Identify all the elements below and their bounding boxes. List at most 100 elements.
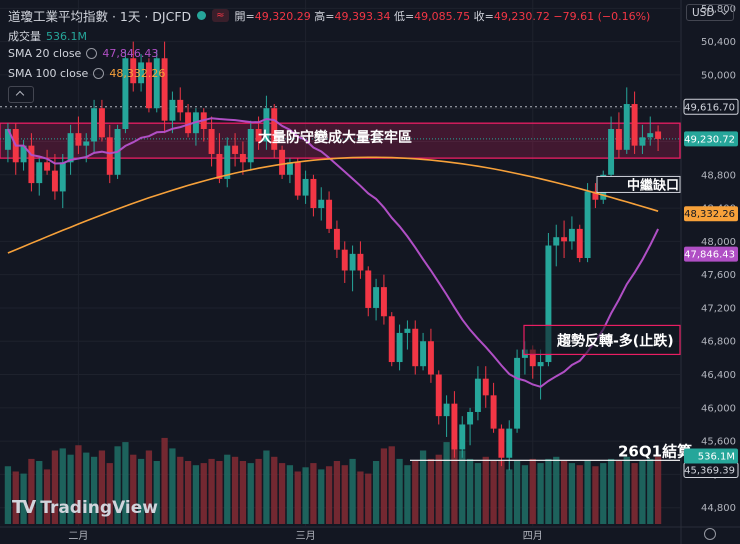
volume-bar bbox=[545, 458, 552, 524]
close-value: 49,230.72 bbox=[493, 9, 550, 23]
candle-body bbox=[373, 287, 380, 308]
candle-body bbox=[138, 62, 145, 84]
candle-body bbox=[498, 428, 505, 458]
x-tick-label: 四月 bbox=[523, 530, 543, 542]
candle-body bbox=[67, 133, 74, 163]
candle-body bbox=[506, 428, 513, 458]
candle-body bbox=[615, 129, 622, 150]
volume-bar bbox=[67, 454, 74, 524]
candle-body bbox=[130, 58, 137, 84]
candle-body bbox=[396, 332, 403, 363]
change-value: −79.61 (−0.16%) bbox=[553, 9, 651, 23]
volume-bar bbox=[365, 473, 372, 524]
y-tick-label: 46,800 bbox=[701, 337, 736, 348]
price-tag bbox=[684, 131, 738, 147]
candle-body bbox=[435, 374, 442, 417]
volume-bar bbox=[200, 463, 207, 524]
settings-icon[interactable] bbox=[704, 528, 716, 540]
volume-bar bbox=[263, 450, 270, 524]
volume-bar bbox=[560, 461, 568, 524]
symbol-title[interactable]: 道瓊工業平均指數 · 1天 · DJCFD bbox=[8, 9, 192, 24]
volume-bar bbox=[584, 461, 591, 524]
legend-sma100[interactable]: SMA 100 close 48,332.26 bbox=[8, 67, 165, 80]
candle-body bbox=[20, 145, 27, 163]
volume-bar bbox=[106, 463, 113, 524]
candle-body bbox=[145, 62, 152, 109]
volume-bar bbox=[192, 465, 200, 524]
candle-body bbox=[459, 424, 466, 450]
volume-bar bbox=[443, 442, 450, 524]
candle-body bbox=[553, 237, 560, 246]
refresh-icon[interactable] bbox=[93, 68, 105, 79]
currency-select[interactable]: USD bbox=[686, 4, 734, 21]
refresh-icon[interactable] bbox=[86, 48, 98, 59]
volume-bar bbox=[600, 463, 607, 524]
y-tick-label: 47,600 bbox=[701, 270, 736, 281]
gap-annotation: 中繼缺口 bbox=[627, 177, 679, 193]
chart-header: 道瓊工業平均指數 · 1天 · DJCFD ≈ 開=49,320.29 高=49… bbox=[8, 6, 650, 25]
sma20-value: 47,846.43 bbox=[102, 47, 159, 60]
candle-body bbox=[427, 341, 434, 375]
candle-body bbox=[529, 349, 536, 367]
volume-bar bbox=[145, 450, 153, 524]
volume-bar bbox=[98, 450, 106, 524]
volume-bar bbox=[177, 456, 184, 524]
price-tag-label: 49,230.72 bbox=[684, 134, 735, 145]
volume-bar bbox=[396, 458, 403, 524]
volume-bar bbox=[231, 456, 239, 524]
volume-bar bbox=[239, 461, 247, 524]
price-tag bbox=[684, 246, 738, 262]
volume-bar bbox=[506, 469, 513, 524]
tv-logo-icon: TV bbox=[12, 497, 36, 518]
legend-volume[interactable]: 成交量 536.1M bbox=[8, 28, 87, 44]
candles bbox=[4, 41, 662, 471]
volume-label: 成交量 bbox=[8, 30, 41, 43]
candle-body bbox=[545, 245, 552, 363]
candle-body bbox=[412, 328, 419, 367]
low-value: 49,085.75 bbox=[414, 9, 471, 23]
collapse-legend-button[interactable] bbox=[8, 86, 34, 103]
candle-body bbox=[224, 145, 231, 179]
candle-body bbox=[91, 108, 98, 142]
candle-body bbox=[185, 112, 192, 134]
volume-bar bbox=[28, 458, 35, 524]
volume-bar bbox=[20, 473, 27, 524]
volume-bar bbox=[271, 456, 278, 524]
volume-bar bbox=[184, 461, 192, 524]
volume-bar bbox=[631, 463, 638, 524]
sma100-value: 48,332.26 bbox=[109, 67, 166, 80]
candle-body bbox=[4, 129, 11, 150]
y-tick-label: 50,000 bbox=[701, 70, 736, 81]
volume-bar bbox=[380, 448, 388, 524]
sma100-line bbox=[7, 156, 659, 254]
candle-body bbox=[592, 191, 599, 200]
candle-body bbox=[161, 58, 168, 121]
volume-bar bbox=[474, 463, 482, 524]
price-tag bbox=[684, 206, 738, 222]
candle-body bbox=[318, 199, 325, 209]
tradingview-logo[interactable]: TV TradingView bbox=[12, 497, 158, 518]
open-label: 開= bbox=[234, 9, 255, 23]
volume-bar bbox=[427, 458, 435, 524]
volume-bar bbox=[122, 442, 129, 524]
candle-body bbox=[169, 99, 176, 121]
volume-bars bbox=[4, 437, 662, 524]
volume-bar bbox=[294, 471, 301, 524]
volume-bar bbox=[592, 466, 599, 524]
volume-bar bbox=[90, 456, 98, 524]
y-tick-label: 45,600 bbox=[701, 437, 736, 448]
sma100-label: SMA 100 close bbox=[8, 67, 89, 80]
candle-body bbox=[255, 129, 262, 142]
sma20-line bbox=[6, 117, 659, 388]
candle-body bbox=[75, 133, 82, 146]
volume-bar bbox=[607, 458, 615, 524]
compare-chip[interactable]: ≈ bbox=[212, 9, 229, 22]
legend-sma20[interactable]: SMA 20 close 47,846.43 bbox=[8, 47, 158, 60]
high-label: 高= bbox=[314, 9, 335, 23]
candle-body bbox=[514, 357, 521, 429]
price-tag-label: 48,332.26 bbox=[684, 209, 735, 220]
volume-bar bbox=[498, 461, 505, 524]
candle-body bbox=[177, 99, 184, 113]
candle-body bbox=[631, 104, 638, 146]
